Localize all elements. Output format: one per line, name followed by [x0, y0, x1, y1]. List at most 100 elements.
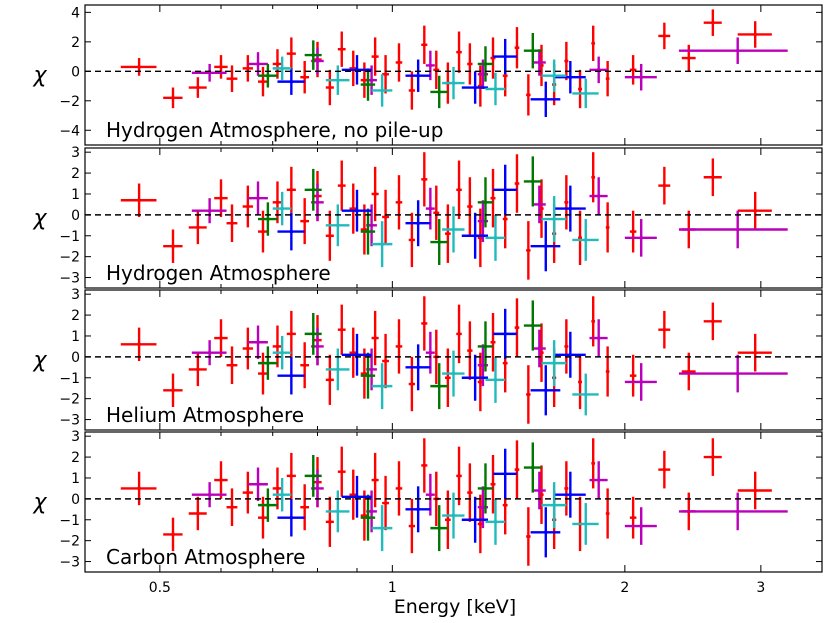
y-tick-label: −3	[59, 413, 80, 429]
data-point	[196, 367, 200, 372]
data-point	[526, 534, 531, 539]
data-point	[171, 388, 175, 393]
y-tick-label: −3	[59, 555, 80, 571]
data-point	[315, 200, 320, 205]
data-point	[266, 73, 270, 78]
data-point	[753, 208, 758, 213]
data-point	[315, 59, 320, 63]
data-point	[219, 65, 223, 69]
data-point	[280, 66, 284, 71]
y-tick-label: 0	[71, 492, 80, 508]
panel-frame	[84, 4, 823, 146]
series-cyan	[272, 477, 599, 552]
data-point	[568, 492, 573, 497]
y-tick-label: 3	[71, 287, 80, 303]
data-point	[457, 187, 461, 192]
data-point	[451, 371, 456, 376]
data-point	[662, 467, 667, 472]
y-tick-label: −2	[59, 534, 80, 550]
data-point	[631, 373, 635, 378]
data-point	[537, 488, 542, 493]
panel-3: −3 −2 −1 0 1 2 3 χ Helium Atmosphere	[32, 287, 823, 431]
data-point	[583, 91, 588, 96]
data-point	[328, 378, 332, 382]
y-tick-label: −3	[59, 271, 80, 287]
data-point	[483, 200, 488, 205]
data-point	[410, 238, 414, 242]
series-cyan	[272, 335, 599, 416]
data-point	[605, 369, 610, 374]
panel-frame	[84, 289, 823, 431]
data-point	[366, 229, 370, 234]
series-cyan	[272, 191, 599, 268]
data-point	[578, 380, 582, 384]
data-point	[355, 494, 359, 499]
data-point	[457, 332, 461, 336]
data-point	[539, 350, 544, 355]
panel-label: Helium Atmosphere	[106, 403, 304, 427]
panel-data	[120, 152, 788, 280]
data-point	[256, 196, 260, 200]
data-point	[434, 210, 439, 215]
data-point	[230, 221, 234, 226]
data-point	[552, 361, 556, 365]
data-point	[373, 478, 377, 482]
data-point	[491, 482, 495, 487]
data-point	[373, 192, 377, 196]
y-axis-label: χ	[32, 63, 47, 88]
data-point	[328, 520, 332, 524]
data-point	[451, 227, 456, 232]
data-point	[596, 194, 601, 198]
data-point	[735, 48, 740, 53]
data-point	[481, 219, 485, 223]
data-point	[483, 62, 488, 66]
data-point	[530, 179, 535, 184]
data-point	[137, 198, 141, 203]
data-point	[380, 526, 384, 530]
data-point	[568, 75, 573, 80]
data-point	[289, 51, 294, 56]
data-point	[207, 492, 212, 497]
data-point	[336, 509, 340, 514]
data-point	[397, 60, 401, 65]
data-point	[261, 229, 265, 234]
data-point	[483, 344, 488, 349]
data-point	[311, 474, 316, 478]
data-point	[473, 85, 477, 90]
data-point	[552, 503, 556, 507]
data-point	[369, 223, 374, 228]
data-point	[302, 363, 307, 368]
data-point	[473, 375, 477, 380]
data-point	[369, 509, 374, 514]
data-point	[171, 244, 175, 249]
data-point	[631, 229, 635, 234]
data-point	[256, 340, 260, 345]
data-point	[289, 79, 294, 84]
panel-frame	[84, 147, 823, 289]
data-point	[503, 54, 508, 59]
data-point	[591, 41, 596, 46]
data-point	[369, 367, 374, 372]
data-point	[711, 455, 715, 459]
data-point	[473, 233, 477, 238]
data-point	[230, 363, 234, 368]
data-point	[311, 187, 316, 192]
data-point	[539, 63, 544, 68]
data-point	[280, 350, 284, 355]
y-tick-label: 3	[71, 145, 80, 161]
data-point	[503, 503, 508, 507]
data-point	[437, 384, 442, 388]
data-point	[311, 53, 316, 57]
data-point	[311, 332, 316, 336]
data-point	[446, 375, 450, 380]
data-point	[639, 75, 644, 80]
data-point	[515, 467, 519, 472]
data-point	[261, 515, 265, 520]
data-point	[468, 348, 472, 353]
data-point	[493, 378, 498, 382]
data-point	[578, 87, 582, 91]
data-point	[446, 231, 450, 236]
data-point	[605, 225, 610, 230]
data-point	[289, 373, 294, 378]
